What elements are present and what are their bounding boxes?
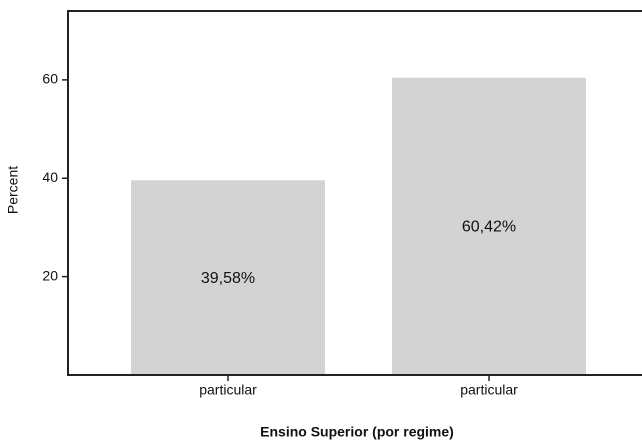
value-label: 60,42%	[462, 219, 516, 236]
bar	[131, 180, 325, 374]
plot-frame	[67, 10, 642, 376]
x-tick-label: particular	[199, 382, 257, 398]
x-tick-label: particular	[460, 382, 518, 398]
bar	[392, 77, 586, 374]
y-axis-label: Percent	[5, 166, 21, 214]
y-tick-label: 40	[42, 169, 58, 185]
value-label: 39,58%	[201, 270, 255, 287]
x-axis-label: Ensino Superior (por regime)	[260, 424, 454, 440]
y-tick-label: 60	[42, 71, 58, 87]
y-tick-label: 20	[42, 267, 58, 283]
